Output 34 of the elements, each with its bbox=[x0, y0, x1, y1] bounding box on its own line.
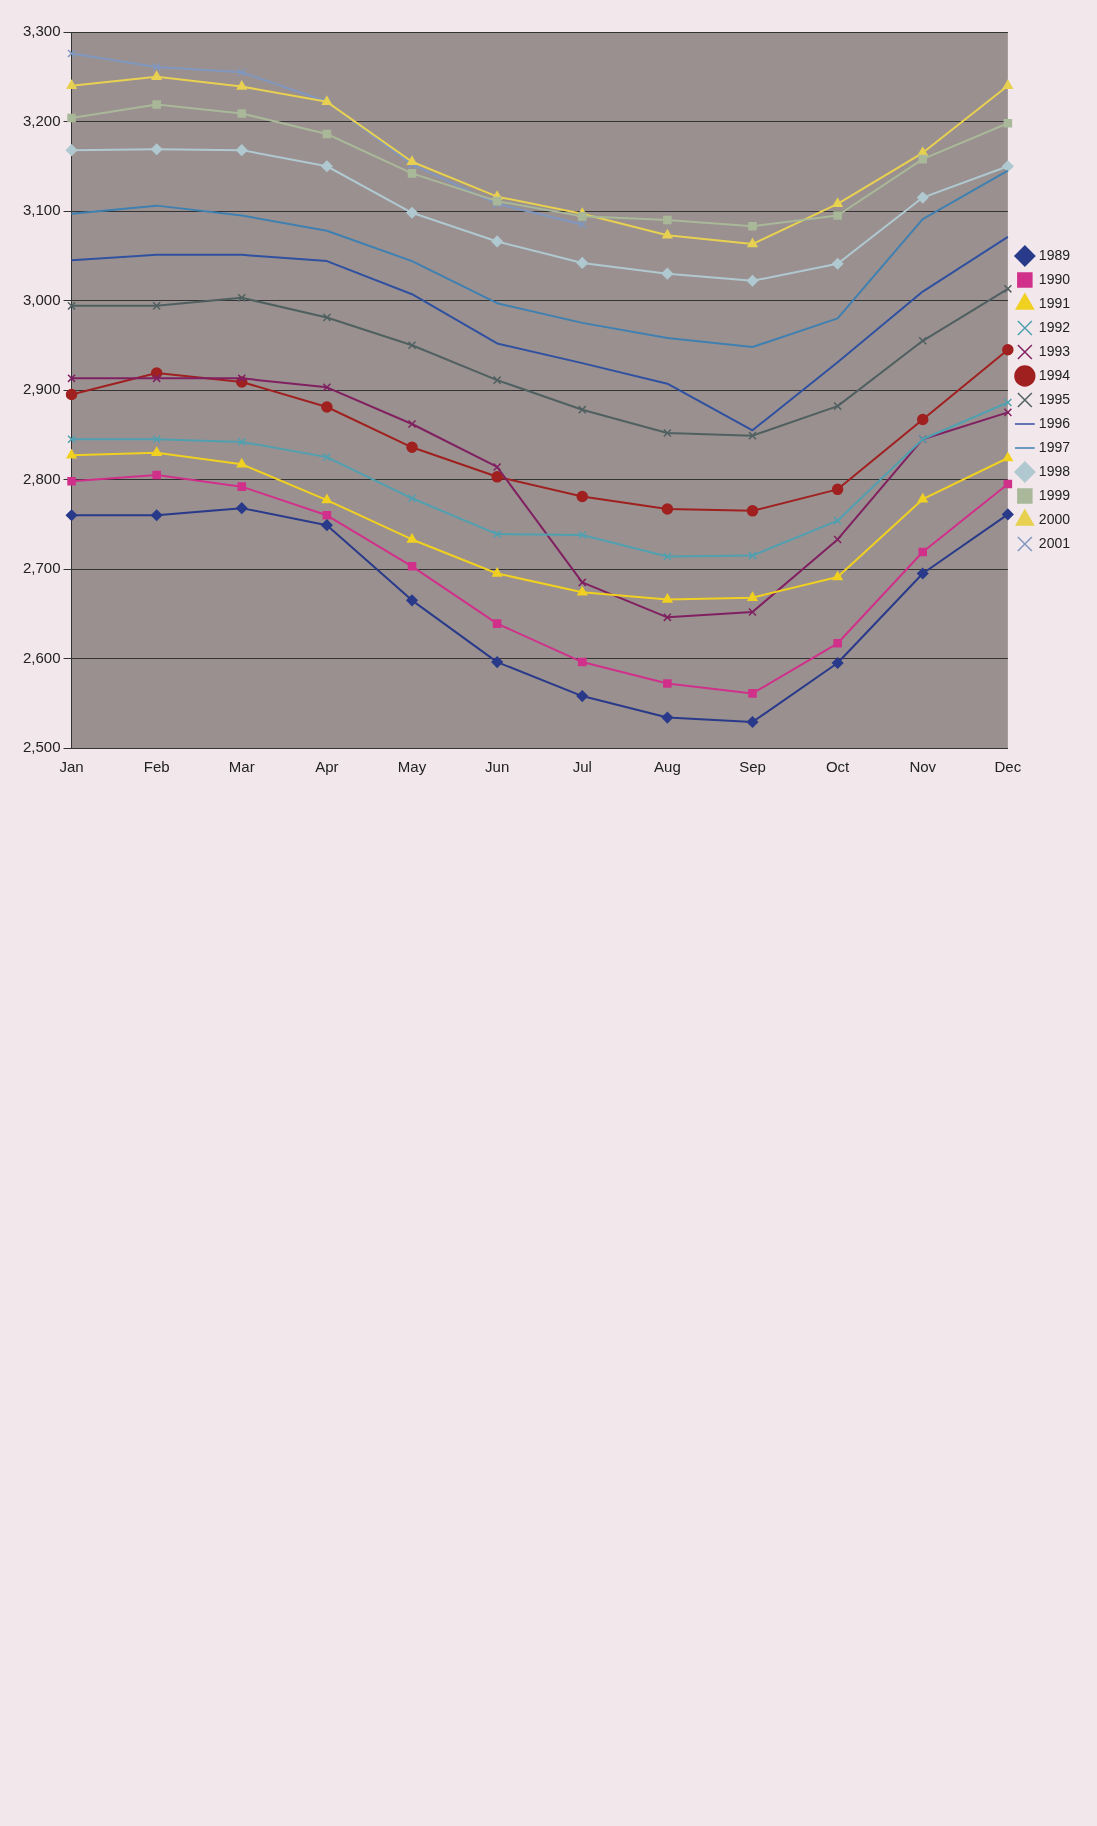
y-tick-label: 3,100 bbox=[22, 201, 61, 219]
legend-label: 1995 bbox=[1038, 390, 1071, 407]
legend-label: 1991 bbox=[1038, 294, 1071, 311]
legend-label: 2000 bbox=[1038, 510, 1071, 527]
legend-label: 1992 bbox=[1038, 318, 1071, 335]
x-tick-label: Jul bbox=[572, 758, 592, 776]
x-tick-label: Mar bbox=[228, 758, 255, 776]
legend-label: 1993 bbox=[1038, 342, 1071, 359]
y-tick-label: 2,900 bbox=[22, 380, 61, 398]
y-tick-label: 3,300 bbox=[22, 22, 61, 40]
x-tick-label: Jan bbox=[59, 758, 84, 776]
legend-label: 1989 bbox=[1038, 246, 1071, 263]
legend-label: 1997 bbox=[1038, 438, 1071, 455]
y-tick-label: 2,600 bbox=[22, 648, 61, 666]
x-tick-label: Sep bbox=[739, 758, 766, 776]
y-tick-label: 3,000 bbox=[22, 290, 61, 308]
y-tick-label: 3,200 bbox=[22, 111, 61, 129]
y-tick-label: 2,800 bbox=[22, 469, 61, 487]
legend-label: 1996 bbox=[1038, 414, 1071, 431]
x-tick-label: May bbox=[397, 758, 427, 776]
x-tick-label: Oct bbox=[825, 758, 851, 776]
y-tick-label: 2,700 bbox=[22, 559, 61, 577]
x-tick-label: Jun bbox=[485, 758, 510, 776]
legend-label: 1994 bbox=[1038, 366, 1071, 383]
x-tick-label: Aug bbox=[654, 758, 681, 776]
x-tick-label: Apr bbox=[315, 758, 339, 776]
legend-label: 1990 bbox=[1038, 270, 1071, 287]
legend-label: 2001 bbox=[1038, 534, 1071, 551]
x-tick-label: Nov bbox=[909, 758, 937, 776]
x-tick-label: Dec bbox=[994, 758, 1022, 776]
legend-label: 1998 bbox=[1038, 462, 1071, 479]
x-tick-label: Feb bbox=[143, 758, 170, 776]
y-tick-label: 2,500 bbox=[22, 738, 61, 756]
legend-label: 1999 bbox=[1038, 486, 1071, 503]
